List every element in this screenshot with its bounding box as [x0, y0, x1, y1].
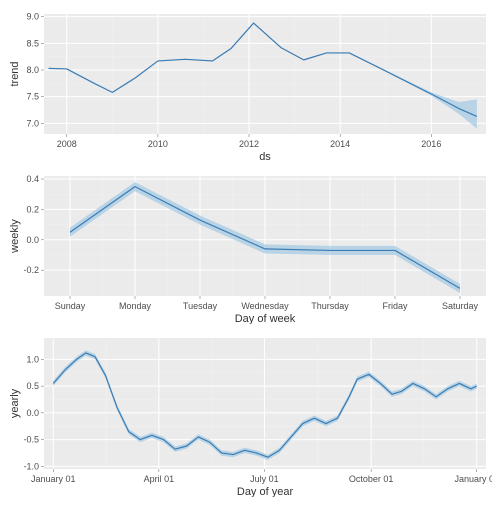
yearly-chart: -1.0 -0.5 0.0 0.5 1.0 January 01 April 01 July … [8, 332, 492, 497]
x-tick-label: Saturday [442, 301, 479, 311]
y-tick-label: 0.4 [26, 174, 39, 184]
x-axis-title: ds [259, 151, 271, 162]
y-tick-label: 7.5 [26, 92, 39, 102]
y-tick-label: 0.0 [26, 408, 39, 418]
y-tick-label: 9.0 [26, 12, 39, 22]
y-axis-title: trend [9, 61, 21, 86]
y-axis-title: weekly [9, 219, 21, 254]
x-tick-label: Friday [382, 301, 408, 311]
x-tick-label: January 01 [31, 474, 76, 484]
x-tick-label: 2010 [148, 139, 168, 149]
x-axis-title: Day of year [237, 486, 294, 497]
x-tick-label: Tuesday [183, 301, 218, 311]
x-tick-label: July 01 [250, 474, 279, 484]
y-tick-label: 0.0 [26, 235, 39, 245]
x-tick-label: Sunday [55, 301, 86, 311]
y-tick-label: -0.5 [23, 435, 39, 445]
x-tick-label: 2016 [421, 139, 441, 149]
x-tick-label: Monday [119, 301, 152, 311]
y-tick-label: 0.5 [26, 381, 39, 391]
y-tick-label: 1.0 [26, 354, 39, 364]
x-tick-label: October 01 [349, 474, 394, 484]
plot-background [44, 14, 486, 134]
x-tick-label: Wednesday [241, 301, 289, 311]
x-tick-label: Thursday [311, 301, 349, 311]
x-axis-title: Day of week [235, 313, 296, 324]
x-tick-label: 2014 [330, 139, 350, 149]
x-tick-label: 2012 [239, 139, 259, 149]
y-tick-label: -0.2 [23, 265, 39, 275]
y-axis-title: yearly [9, 388, 21, 418]
plot-background [44, 338, 486, 469]
x-tick-label: January 01 [454, 474, 492, 484]
y-tick-label: 8.5 [26, 38, 39, 48]
y-tick-label: 7.0 [26, 118, 39, 128]
trend-chart: 7.0 7.5 8.0 8.5 9.0 2008 2010 2012 2014 2016 trend… [8, 8, 492, 162]
x-tick-label: 2008 [57, 139, 77, 149]
y-tick-label: 8.0 [26, 65, 39, 75]
y-tick-label: 0.2 [26, 204, 39, 214]
x-tick-label: April 01 [144, 474, 175, 484]
y-tick-label: -1.0 [23, 461, 39, 471]
weekly-chart: -0.2 0.0 0.2 0.4 Sunday Monday Tuesday Wednesda… [8, 170, 492, 324]
